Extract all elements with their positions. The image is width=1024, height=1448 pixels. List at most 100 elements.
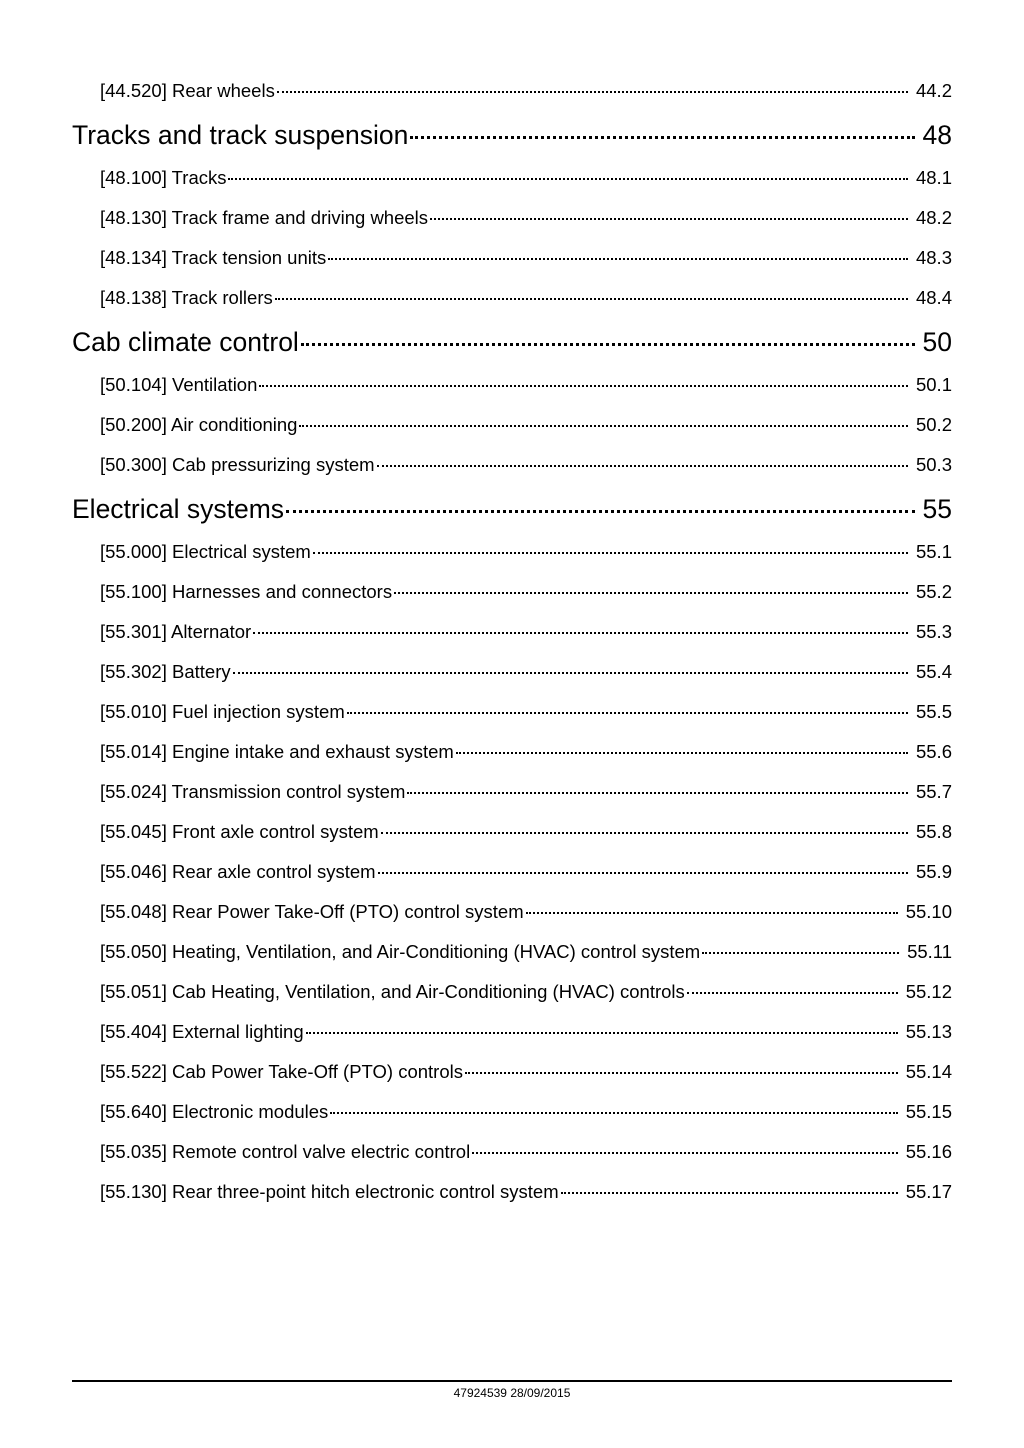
toc-entry: [55.100] Harnesses and connectors 55.2 <box>72 581 952 603</box>
toc-entry-title: [55.014] Engine intake and exhaust syste… <box>100 741 454 763</box>
toc-entry-title: [50.200] Air conditioning <box>100 414 297 436</box>
toc-entry-title: Tracks and track suspension <box>72 120 408 151</box>
toc-entry: [44.520] Rear wheels 44.2 <box>72 80 952 102</box>
toc-dot-leader <box>253 622 908 638</box>
toc-entry-title: [55.045] Front axle control system <box>100 821 379 843</box>
toc-entry-title: [55.640] Electronic modules <box>100 1101 328 1123</box>
toc-dot-leader <box>394 582 908 598</box>
toc-entry: [50.200] Air conditioning50.2 <box>72 414 952 436</box>
toc-entry: [48.134] Track tension units 48.3 <box>72 247 952 269</box>
toc-dot-leader <box>430 208 908 224</box>
toc-entry: Tracks and track suspension 48 <box>72 120 952 151</box>
toc-entry-page: 55.16 <box>900 1141 952 1163</box>
toc-entry-title: [55.302] Battery <box>100 661 231 683</box>
toc-entry: [55.302] Battery55.4 <box>72 661 952 683</box>
toc-entry-page: 55.7 <box>910 781 952 803</box>
toc-entry-page: 55.9 <box>910 861 952 883</box>
toc-dot-leader <box>377 455 908 471</box>
toc-dot-leader <box>347 702 908 718</box>
toc-entry-page: 48.2 <box>910 207 952 229</box>
toc-dot-leader <box>277 81 908 97</box>
toc-entry-page: 55.13 <box>900 1021 952 1043</box>
toc-entry-title: [55.048] Rear Power Take-Off (PTO) contr… <box>100 901 524 923</box>
toc-dot-leader <box>407 782 908 798</box>
toc-dot-leader <box>306 1022 898 1038</box>
toc-entry-page: 48.4 <box>910 287 952 309</box>
toc-dot-leader <box>313 542 908 558</box>
toc-entry-page: 44.2 <box>910 80 952 102</box>
toc-dot-leader <box>526 902 898 918</box>
toc-dot-leader <box>456 742 908 758</box>
toc-dot-leader <box>228 168 908 184</box>
toc-entry: [48.100] Tracks48.1 <box>72 167 952 189</box>
toc-entry-title: [48.134] Track tension units <box>100 247 326 269</box>
toc-entry-page: 55.12 <box>900 981 952 1003</box>
toc-entry-page: 55.3 <box>910 621 952 643</box>
toc-entry: [55.045] Front axle control system 55.8 <box>72 821 952 843</box>
toc-entry-page: 55.15 <box>900 1101 952 1123</box>
toc-entry-page: 48.3 <box>910 247 952 269</box>
toc-dot-leader <box>301 335 915 351</box>
footer-text: 47924539 28/09/2015 <box>72 1386 952 1400</box>
toc-dot-leader <box>233 662 908 678</box>
toc-entry-page: 55.1 <box>910 541 952 563</box>
toc-entry-page: 55.10 <box>900 901 952 923</box>
toc-entry-title: [55.301] Alternator <box>100 621 251 643</box>
toc-entry: [55.051] Cab Heating, Ventilation, and A… <box>72 981 952 1003</box>
toc-entry-title: [44.520] Rear wheels <box>100 80 275 102</box>
toc-entry-title: [50.300] Cab pressurizing system <box>100 454 375 476</box>
toc-entry: [55.404] External lighting 55.13 <box>72 1021 952 1043</box>
toc-entry: [48.130] Track frame and driving wheels4… <box>72 207 952 229</box>
toc-entry-title: [55.024] Transmission control system <box>100 781 405 803</box>
toc-dot-leader <box>702 942 899 958</box>
toc-entry: [55.522] Cab Power Take-Off (PTO) contro… <box>72 1061 952 1083</box>
toc-entry: [55.024] Transmission control system 55.7 <box>72 781 952 803</box>
toc-entry-page: 55.17 <box>900 1181 952 1203</box>
toc-entry-page: 48 <box>917 120 952 151</box>
toc-dot-leader <box>687 982 898 998</box>
toc-dot-leader <box>381 822 908 838</box>
toc-dot-leader <box>328 248 908 264</box>
toc-entry: [55.050] Heating, Ventilation, and Air-C… <box>72 941 952 963</box>
toc-entry-title: [55.035] Remote control valve electric c… <box>100 1141 470 1163</box>
toc-entry-page: 55.11 <box>901 941 952 963</box>
toc-entry-page: 50 <box>917 327 952 358</box>
toc-entry-page: 50.3 <box>910 454 952 476</box>
toc-entry: [55.046] Rear axle control system 55.9 <box>72 861 952 883</box>
toc-dot-leader <box>330 1102 897 1118</box>
toc-entry-title: [55.010] Fuel injection system <box>100 701 345 723</box>
toc-entry-title: Electrical systems <box>72 494 284 525</box>
toc-entry-title: [50.104] Ventilation <box>100 374 257 396</box>
toc-entry-title: [48.138] Track rollers <box>100 287 273 309</box>
toc-dot-leader <box>472 1142 898 1158</box>
toc-entry-title: [55.051] Cab Heating, Ventilation, and A… <box>100 981 685 1003</box>
toc-entry-title: [55.404] External lighting <box>100 1021 304 1043</box>
toc-entry: [55.301] Alternator 55.3 <box>72 621 952 643</box>
toc-entry-title: [48.100] Tracks <box>100 167 226 189</box>
toc-entry: [50.104] Ventilation 50.1 <box>72 374 952 396</box>
toc-entry-title: [55.100] Harnesses and connectors <box>100 581 392 603</box>
toc-entry: [50.300] Cab pressurizing system 50.3 <box>72 454 952 476</box>
toc-entry: [55.000] Electrical system55.1 <box>72 541 952 563</box>
footer-divider <box>72 1380 952 1382</box>
toc-dot-leader <box>561 1182 898 1198</box>
toc-entry: [55.640] Electronic modules 55.15 <box>72 1101 952 1123</box>
toc-entry: [55.010] Fuel injection system 55.5 <box>72 701 952 723</box>
toc-dot-leader <box>378 862 908 878</box>
toc-entry-title: [55.522] Cab Power Take-Off (PTO) contro… <box>100 1061 463 1083</box>
page-footer: 47924539 28/09/2015 <box>72 1380 952 1400</box>
toc-dot-leader <box>259 375 908 391</box>
toc-dot-leader <box>299 415 908 431</box>
toc-entry-page: 55.5 <box>910 701 952 723</box>
toc-entry: [55.048] Rear Power Take-Off (PTO) contr… <box>72 901 952 923</box>
toc-entry: [48.138] Track rollers 48.4 <box>72 287 952 309</box>
table-of-contents: [44.520] Rear wheels 44.2 Tracks and track… <box>72 80 952 1203</box>
toc-entry: [55.130] Rear three-point hitch electron… <box>72 1181 952 1203</box>
toc-entry-page: 50.1 <box>910 374 952 396</box>
toc-entry-page: 55.2 <box>910 581 952 603</box>
toc-dot-leader <box>410 128 914 144</box>
toc-entry: Electrical systems55 <box>72 494 952 525</box>
toc-entry-title: Cab climate control <box>72 327 299 358</box>
toc-entry-title: [55.046] Rear axle control system <box>100 861 376 883</box>
toc-entry-page: 55.8 <box>910 821 952 843</box>
